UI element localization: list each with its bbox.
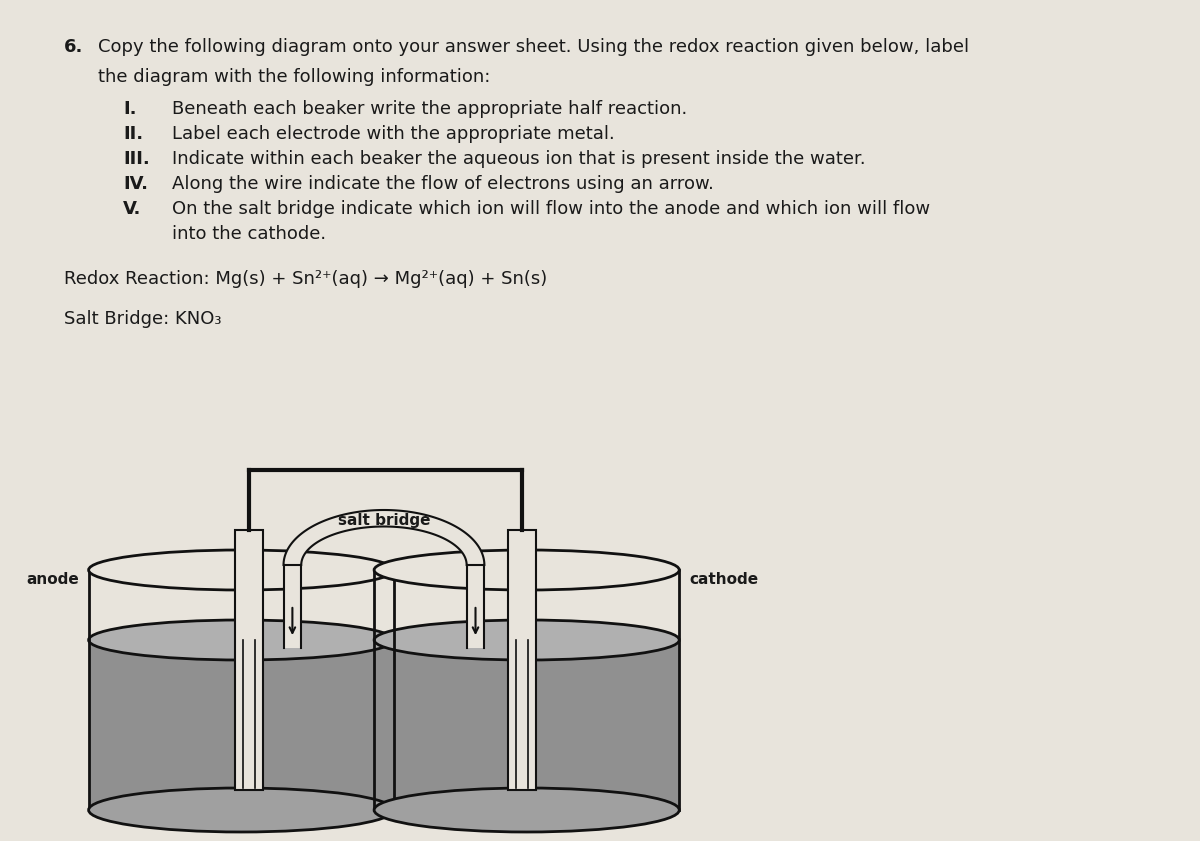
Ellipse shape — [89, 550, 394, 590]
Text: into the cathode.: into the cathode. — [173, 225, 326, 243]
Text: On the salt bridge indicate which ion will flow into the anode and which ion wil: On the salt bridge indicate which ion wi… — [173, 200, 930, 218]
Bar — [89, 570, 394, 640]
Text: Beneath each beaker write the appropriate half reaction.: Beneath each beaker write the appropriat… — [173, 100, 688, 118]
Text: V.: V. — [124, 200, 142, 218]
Text: Copy the following diagram onto your answer sheet. Using the redox reaction give: Copy the following diagram onto your ans… — [98, 38, 970, 56]
Text: salt bridge: salt bridge — [337, 512, 430, 527]
Ellipse shape — [89, 788, 394, 832]
Ellipse shape — [89, 788, 394, 832]
Ellipse shape — [374, 550, 679, 590]
Text: Redox Reaction: Mg(s) + Sn²⁺(aq) → Mg²⁺(aq) + Sn(s): Redox Reaction: Mg(s) + Sn²⁺(aq) → Mg²⁺(… — [64, 270, 547, 288]
Polygon shape — [283, 510, 485, 565]
Ellipse shape — [374, 788, 679, 832]
Bar — [89, 640, 394, 810]
Text: Label each electrode with the appropriate metal.: Label each electrode with the appropriat… — [173, 125, 616, 143]
Bar — [374, 570, 679, 640]
Ellipse shape — [89, 620, 394, 660]
Bar — [508, 530, 535, 790]
Bar — [235, 530, 263, 790]
Text: II.: II. — [124, 125, 143, 143]
Text: Along the wire indicate the flow of electrons using an arrow.: Along the wire indicate the flow of elec… — [173, 175, 714, 193]
Text: III.: III. — [124, 150, 150, 168]
Text: cathode: cathode — [689, 573, 758, 588]
Text: anode: anode — [26, 573, 79, 588]
Text: Indicate within each beaker the aqueous ion that is present inside the water.: Indicate within each beaker the aqueous … — [173, 150, 866, 168]
Ellipse shape — [374, 620, 679, 660]
Text: Salt Bridge: KNO₃: Salt Bridge: KNO₃ — [64, 310, 222, 328]
Bar — [374, 640, 679, 810]
Text: 6.: 6. — [64, 38, 83, 56]
Ellipse shape — [374, 788, 679, 832]
Text: the diagram with the following information:: the diagram with the following informati… — [98, 68, 491, 86]
Text: IV.: IV. — [124, 175, 148, 193]
Text: I.: I. — [124, 100, 137, 118]
